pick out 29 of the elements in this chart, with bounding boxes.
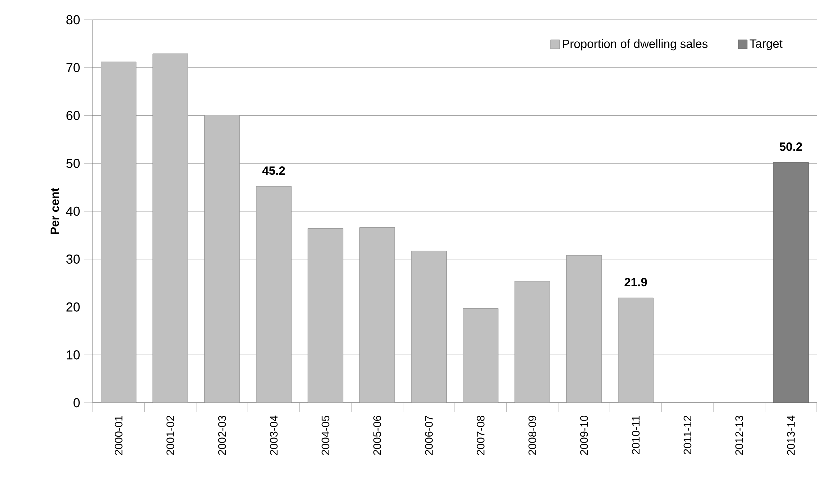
data-label: 50.2: [780, 142, 802, 152]
x-tick-label: 2006-07: [425, 416, 434, 456]
data-label: 21.9: [624, 278, 648, 287]
y-axis-title: Per cent: [50, 188, 60, 234]
x-tick-label: 2003-04: [270, 416, 278, 456]
x-tick-label: 2010-11: [632, 416, 640, 454]
y-tick-label: 40: [66, 206, 80, 216]
legend-label: Target: [750, 40, 783, 50]
x-tick-label: 2013-14: [787, 416, 796, 456]
y-tick-label: 10: [67, 350, 80, 360]
x-tick-label: 2000-01: [114, 416, 123, 456]
x-tick-label: 2011-12: [684, 416, 692, 454]
y-tick-label: 0: [74, 398, 80, 408]
y-tick-label: 30: [66, 254, 80, 264]
x-tick-label: 2001-02: [166, 416, 174, 456]
x-tick-label: 2009-10: [580, 416, 588, 456]
y-tick-label: 20: [66, 302, 80, 312]
y-tick-label: 50: [66, 159, 80, 168]
data-label: 45.2: [262, 166, 286, 176]
x-tick-label: 2004-05: [322, 416, 330, 456]
x-tick-label: 2012-13: [736, 416, 744, 456]
y-tick-label: 60: [66, 111, 80, 120]
x-tick-label: 2005-06: [374, 416, 382, 456]
y-tick-label: 70: [66, 63, 80, 72]
y-tick-label: 80: [66, 15, 80, 25]
legend-label: Proportion of dwelling sales: [563, 40, 708, 51]
x-tick-label: 2002-03: [218, 416, 226, 456]
x-tick-label: 2007-08: [476, 416, 485, 456]
x-tick-label: 2008-09: [528, 416, 536, 456]
